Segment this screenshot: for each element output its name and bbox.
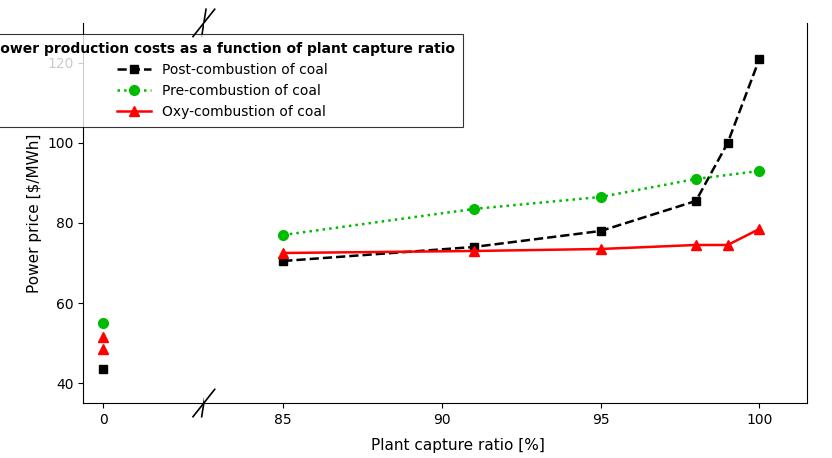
Text: Plant capture ratio [%]: Plant capture ratio [%] (371, 438, 544, 453)
Y-axis label: Power price [$/MWh]: Power price [$/MWh] (27, 133, 42, 293)
Legend: Post-combustion of coal, Pre-combustion of coal, Oxy-combustion of coal: Post-combustion of coal, Pre-combustion … (0, 33, 463, 127)
